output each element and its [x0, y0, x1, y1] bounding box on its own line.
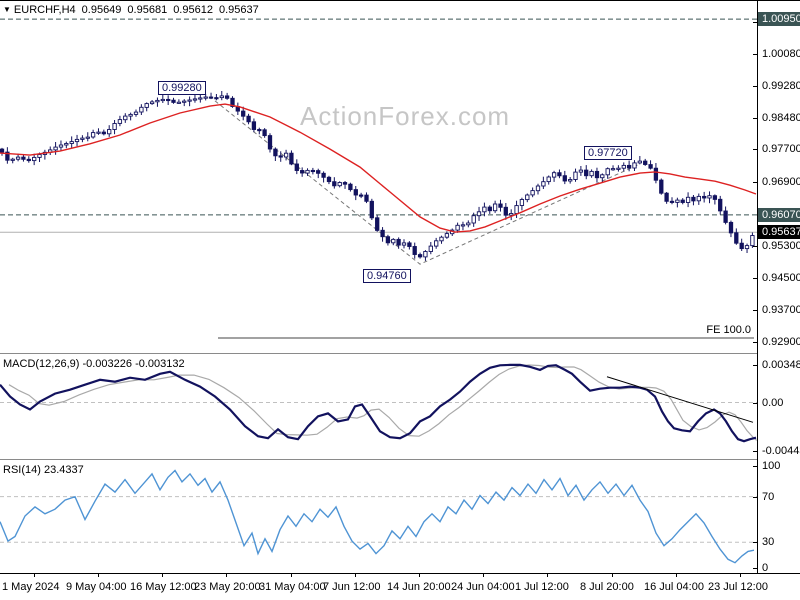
axis-tick-mark	[753, 342, 757, 343]
axis-tick-label: 0.98480	[762, 112, 800, 125]
time-axis-label: 14 Jun 20:00	[387, 581, 451, 593]
axis-tick-mark	[753, 568, 757, 569]
axis-tick-mark	[753, 245, 757, 247]
axis-tick-label: 0	[762, 562, 769, 574]
rsi-panel[interactable]: RSI(14) 23.4337	[0, 460, 757, 573]
pane-separator[interactable]	[0, 353, 800, 354]
axis-tick-mark	[753, 496, 757, 498]
rsi-chart[interactable]	[0, 460, 757, 573]
axis-tick-label: 0.93700	[762, 303, 800, 316]
pivot-price-label[interactable]: 0.94760	[363, 269, 411, 283]
time-tick-mark	[419, 574, 420, 577]
axis-tick-mark	[753, 450, 757, 452]
macd-panel[interactable]: MACD(12,26,9) -0.003226 -0.003132	[0, 354, 757, 459]
time-axis-label: 9 May 04:00	[66, 581, 127, 593]
symbol-name: EURCHF,H4	[13, 4, 76, 16]
current-price-label: 0.95637	[758, 225, 800, 240]
axis-tick-label: 0.94500	[762, 271, 800, 284]
axis-tick-mark	[753, 466, 757, 467]
time-tick-mark	[162, 574, 163, 577]
axis-tick-label: 0.003481	[762, 358, 800, 371]
time-tick-mark	[740, 574, 741, 577]
time-axis[interactable]: 1 May 2024 9 May 04:00 16 May 12:00 23 May …	[0, 573, 800, 600]
time-axis-label: 1 May 2024	[2, 581, 60, 593]
time-axis-label: 1 Jul 12:00	[515, 581, 569, 593]
axis-tick-label: 1.00080	[762, 47, 800, 60]
ohlc-low: 0.95612	[173, 4, 213, 16]
macd-chart[interactable]	[0, 354, 757, 459]
candlestick-chart[interactable]	[0, 1, 757, 353]
axis-tick-label: 70	[762, 490, 775, 503]
time-tick-mark	[226, 574, 227, 577]
time-axis-label: 23 May 20:00	[194, 581, 261, 593]
axis-tick-mark	[753, 277, 757, 279]
time-axis-label: 16 May 12:00	[130, 581, 197, 593]
time-axis-label: 31 May 04:00	[259, 581, 326, 593]
time-axis-label: 24 Jun 04:00	[451, 581, 515, 593]
time-tick-mark	[612, 574, 613, 577]
time-tick-mark	[355, 574, 356, 577]
time-tick-mark	[34, 574, 35, 577]
time-axis-label: 16 Jul 04:00	[644, 581, 704, 593]
ohlc-high: 0.95681	[127, 4, 168, 16]
pivot-price-label[interactable]: 0.97720	[584, 146, 632, 160]
axis-tick-mark	[753, 402, 757, 404]
axis-tick-label: 0.99280	[762, 80, 800, 93]
axis-tick-label: 0.92900	[762, 336, 800, 348]
axis-tick-mark	[753, 364, 757, 366]
macd-title: MACD(12,26,9) -0.003226 -0.003132	[3, 358, 185, 370]
axis-tick-label: 30	[762, 536, 775, 549]
time-axis-label: 23 Jul 12:00	[708, 581, 768, 593]
ohlc-close: 0.95637	[218, 4, 259, 16]
axis-tick-label: 0.00	[762, 396, 784, 409]
price-axis[interactable]: 1.008801.000800.992800.984800.977000.969…	[753, 1, 800, 574]
rsi-title: RSI(14) 23.4337	[3, 464, 84, 476]
pane-separator[interactable]	[0, 459, 800, 460]
axis-tick-label: 0.97700	[762, 143, 800, 156]
axis-tick-label: -0.004436	[762, 444, 800, 457]
axis-tick-mark	[753, 181, 757, 183]
axis-tick-mark	[753, 542, 757, 544]
axis-tick-mark	[753, 86, 757, 88]
symbol-header: ▼ EURCHF,H4 0.95649 0.95681 0.95612 0.95637	[3, 4, 259, 16]
fib-expansion-label: FE 100.0	[706, 324, 751, 336]
time-tick-mark	[547, 574, 548, 577]
chart-menu-arrow-icon[interactable]: ▼	[3, 5, 11, 14]
axis-tick-mark	[753, 118, 757, 120]
time-tick-mark	[483, 574, 484, 577]
price-chart-panel[interactable]: ActionForex.com ▼ EURCHF,H4 0.95649 0.95681…	[0, 1, 757, 353]
axis-tick-mark	[753, 53, 757, 55]
axis-tick-label: 100	[762, 460, 781, 472]
time-tick-mark	[676, 574, 677, 577]
axis-tick-label: 0.95300	[762, 239, 800, 252]
axis-tick-label: 0.96900	[762, 175, 800, 188]
time-axis-label: 8 Jul 20:00	[580, 581, 634, 593]
axis-tick-mark	[753, 149, 757, 151]
watermark: ActionForex.com	[300, 101, 511, 131]
time-axis-label: 7 Jun 12:00	[323, 581, 381, 593]
axis-tick-mark	[753, 309, 757, 311]
ohlc-open: 0.95649	[81, 4, 122, 16]
resistance-level-label: 1.00950	[758, 12, 800, 27]
support-level-label: 0.96070	[758, 207, 800, 222]
pivot-price-label[interactable]: 0.99280	[158, 81, 206, 95]
time-tick-mark	[291, 574, 292, 577]
axis-tick-mark	[753, 21, 757, 23]
time-tick-mark	[98, 574, 99, 577]
